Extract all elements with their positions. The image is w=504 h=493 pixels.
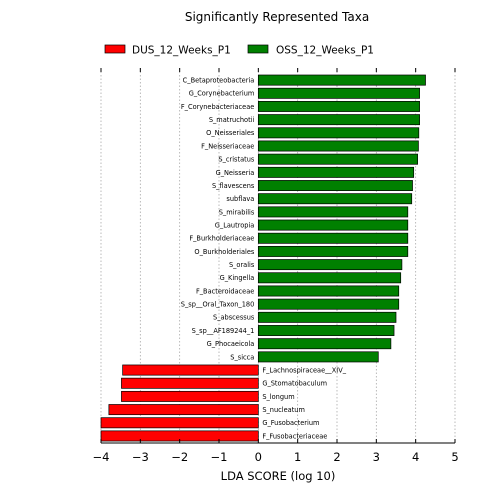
bar-label: S_nucleatum <box>262 406 305 414</box>
bar-label: O_Burkholderiales <box>194 248 254 256</box>
bar-label: subflava <box>226 195 254 203</box>
bar <box>257 259 403 271</box>
x-tick-label: 4 <box>412 450 419 464</box>
bar <box>257 101 420 112</box>
x-tick-label: −3 <box>132 450 149 464</box>
bar-label: G_Corynebacterium <box>189 90 255 98</box>
bar-label: S_sp__Oral_Taxon_180 <box>181 301 255 309</box>
bar <box>257 272 402 284</box>
bar <box>257 206 409 218</box>
bar <box>257 298 400 310</box>
bar <box>257 338 392 350</box>
bar <box>257 114 420 126</box>
bar <box>257 166 415 178</box>
bar <box>257 351 379 363</box>
bar-label: G_Stomatobaculum <box>262 380 327 388</box>
bar-label: F_Burkholderiaceae <box>189 235 254 243</box>
legend-swatch-dus <box>104 44 126 54</box>
bar <box>257 127 420 139</box>
bar-label: G_Neisseria <box>216 169 255 177</box>
bar <box>121 377 259 389</box>
legend-swatch-oss <box>247 44 269 54</box>
bar-label: C_Betaproteobacteria <box>183 77 255 85</box>
bar-label: S_mirabilis <box>219 208 255 216</box>
bar <box>108 404 259 416</box>
bar-label: S_sicca <box>230 353 254 361</box>
bar <box>121 390 259 402</box>
bar <box>257 74 426 86</box>
x-axis-label: LDA SCORE (log 10) <box>221 469 336 483</box>
x-axis: −4 −3 −2 −1 0 1 2 3 4 5 <box>93 68 459 464</box>
bar-label: S_oralis <box>229 261 255 269</box>
bar <box>257 193 413 205</box>
bars <box>100 74 426 442</box>
bar <box>257 311 397 323</box>
bar-label: S_sp__AF189244_1 <box>192 327 255 335</box>
bar <box>122 364 259 376</box>
x-tick-label: 1 <box>294 450 301 464</box>
x-tick-label: 5 <box>451 450 458 464</box>
bar <box>257 180 413 191</box>
bar <box>257 325 395 336</box>
bar-label: S_longum <box>262 393 294 401</box>
x-tick-label: 0 <box>255 450 262 464</box>
bar-label: S_cristatus <box>218 156 254 164</box>
legend-item-dus: DUS_12_Weeks_P1 <box>104 44 231 57</box>
bar-label: F_Corynebacteriaceae <box>181 103 254 111</box>
legend-label-oss: OSS_12_Weeks_P1 <box>276 45 374 57</box>
bar-label: S_matruchotii <box>209 116 255 124</box>
x-tick-label: −2 <box>171 450 188 464</box>
bar-label: F_Fusobacteriaceae <box>262 432 327 440</box>
x-tick-label: 2 <box>333 450 340 464</box>
bar-label: G_Lautropia <box>215 221 255 229</box>
legend-label-dus: DUS_12_Weeks_P1 <box>132 45 231 57</box>
bar <box>257 140 419 152</box>
legend-item-oss: OSS_12_Weeks_P1 <box>247 44 374 57</box>
bar-label: S_flavescens <box>212 182 255 190</box>
bar-label: O_Neisseriales <box>206 129 255 137</box>
bar-label: G_Fusobacterium <box>262 419 319 427</box>
bar <box>257 285 400 297</box>
bar <box>257 219 409 231</box>
x-tick-label: 3 <box>373 450 380 464</box>
chart-title: Significantly Represented Taxa <box>185 10 369 24</box>
bar-label: F_Neisseriaceae <box>201 142 254 150</box>
bar-label: G_Kingella <box>220 274 255 282</box>
bar <box>100 417 259 429</box>
bar-label: S_abscessus <box>213 314 255 322</box>
x-tick-label: −1 <box>211 450 228 464</box>
bar <box>257 245 409 257</box>
x-tick-label: −4 <box>93 450 110 464</box>
bar <box>257 232 409 244</box>
legend: DUS_12_Weeks_P1 OSS_12_Weeks_P1 <box>104 44 374 57</box>
bar-label: G_Phocaeicola <box>207 340 255 348</box>
bar-label: F_Bacteroidaceae <box>196 287 254 295</box>
bar-label: F_Lachnospiraceae__XIV_ <box>262 366 346 374</box>
bar <box>257 87 420 99</box>
bar <box>257 153 418 165</box>
bar-labels: C_Betaproteobacteria G_Corynebacterium F_C… <box>181 77 347 441</box>
